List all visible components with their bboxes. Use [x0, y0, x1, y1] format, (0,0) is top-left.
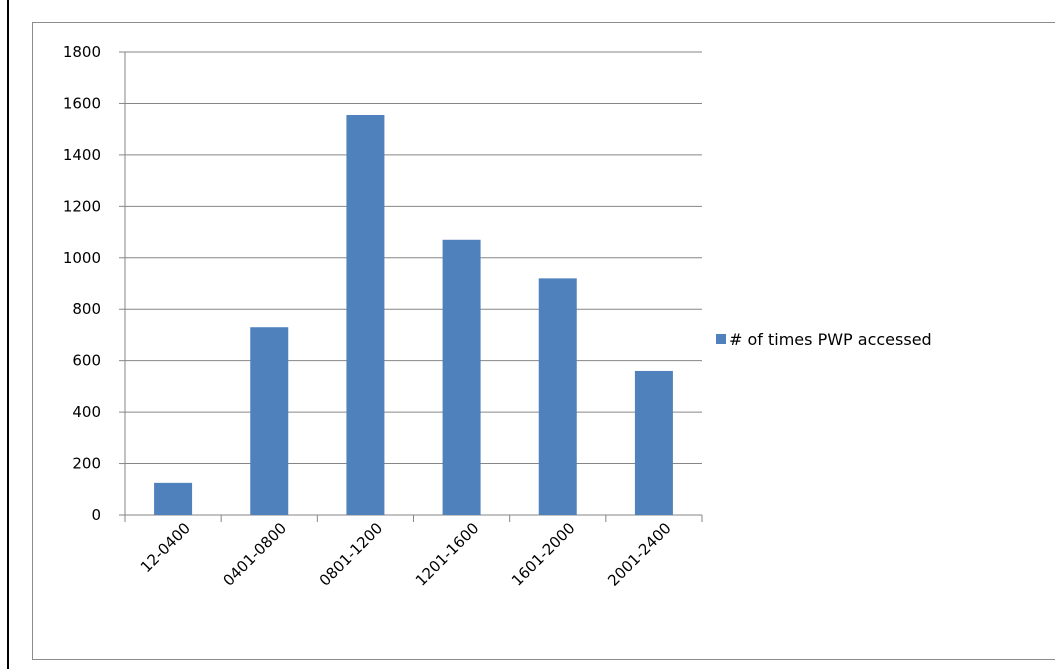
category-labels: 12-0400 0401-0800 0801-1200 1201-1600 1601-2…: [137, 519, 675, 590]
x-category-label: 0801-1200: [316, 519, 387, 590]
y-tick-label: 200: [72, 455, 101, 473]
legend-label: # of times PWP accessed: [729, 330, 932, 349]
y-tick-label: 1600: [63, 94, 101, 112]
legend-swatch: [716, 334, 726, 344]
bar: [442, 239, 481, 515]
y-tick-label: 1200: [63, 197, 101, 215]
y-tick-label: 600: [72, 352, 101, 370]
y-tick-label: 1000: [63, 249, 101, 267]
x-category-label: 2001-2400: [604, 519, 675, 590]
y-tick-label: 0: [91, 506, 101, 524]
x-category-label: 1201-1600: [412, 519, 483, 590]
x-category-label: 1601-2000: [508, 519, 579, 590]
gridlines: [125, 51, 702, 465]
legend: # of times PWP accessed: [716, 330, 932, 349]
bar: [634, 370, 673, 515]
bars: [154, 115, 673, 516]
x-category-label: 0401-0800: [220, 519, 291, 590]
x-category-label: 12-0400: [137, 519, 194, 576]
y-tick-labels: 0 200 400 600 800 1000 1200 1400 1600 1800: [63, 43, 125, 524]
y-tick-label: 400: [72, 403, 101, 421]
bar: [538, 278, 577, 515]
bar: [250, 327, 289, 515]
y-tick-label: 1800: [63, 43, 101, 61]
bar: [346, 115, 385, 516]
y-tick-label: 1400: [63, 146, 101, 164]
y-tick-label: 800: [72, 300, 101, 318]
x-tick-marks: [124, 515, 703, 522]
page-left-border: [0, 0, 9, 669]
axes: [124, 52, 702, 516]
bar: [154, 482, 193, 515]
